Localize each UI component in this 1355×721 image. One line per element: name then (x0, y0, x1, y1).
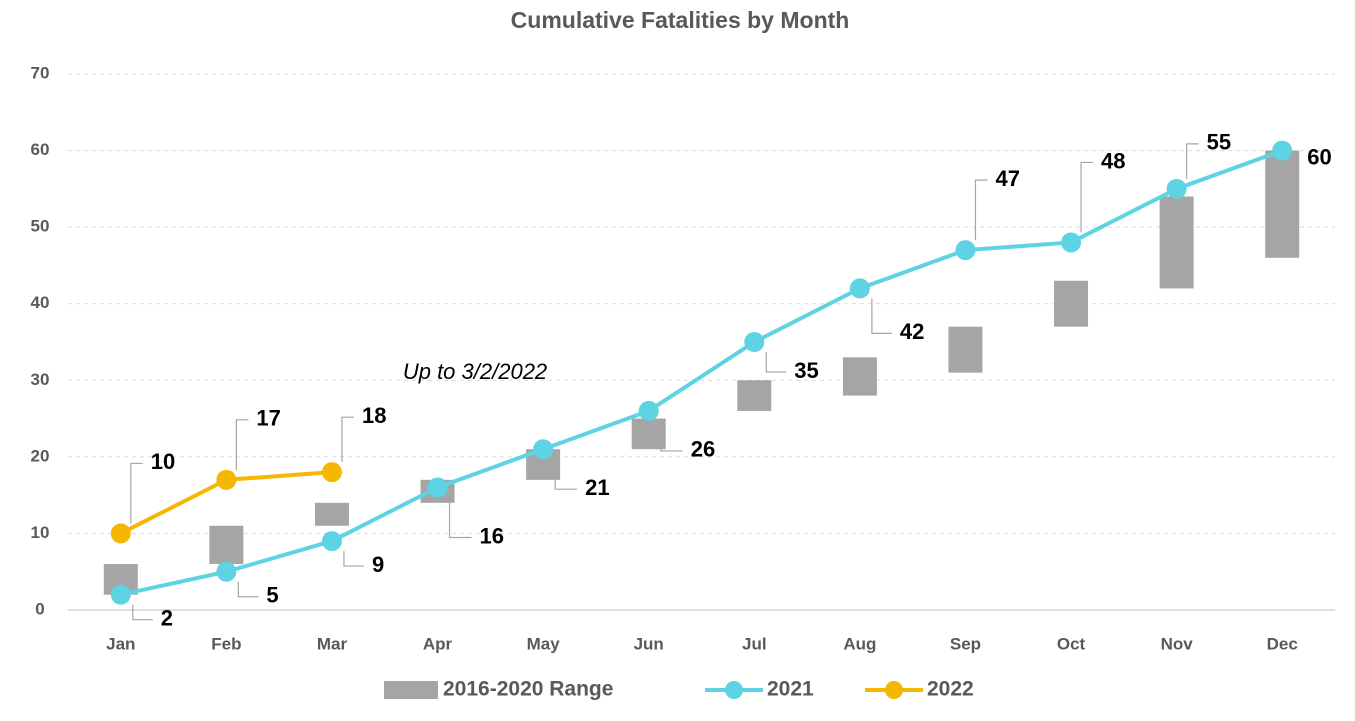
data-label: 5 (266, 583, 278, 608)
legend-label: 2022 (927, 678, 974, 701)
data-label: 2 (161, 605, 173, 630)
x-tick-label: Jun (634, 634, 664, 653)
annotation: Up to 3/2/2022 (403, 359, 547, 384)
leader-line (765, 352, 787, 373)
range-bar (737, 380, 772, 411)
leader-line (343, 551, 364, 567)
x-tick-label: Oct (1057, 634, 1086, 653)
y-tick-label: 60 (31, 140, 50, 159)
range-bar (1054, 280, 1089, 327)
data-label: 60 (1307, 144, 1331, 169)
range-bar (209, 525, 244, 565)
range-bar (631, 418, 666, 450)
leader-line (1080, 161, 1094, 233)
data-point (321, 462, 342, 483)
data-point (533, 439, 554, 460)
data-label: 16 (480, 523, 504, 548)
data-point (1061, 232, 1082, 253)
leader-line (132, 604, 153, 621)
leader-line (341, 416, 354, 463)
range-bar (314, 502, 349, 526)
data-point (1166, 178, 1187, 199)
legend-label: 2021 (767, 678, 814, 701)
data-label: 18 (362, 403, 386, 428)
x-tick-label: Mar (317, 634, 348, 653)
data-point (744, 332, 765, 352)
range-bar (1265, 150, 1300, 258)
data-label: 26 (691, 437, 715, 462)
leader-line (554, 459, 578, 490)
x-tick-label: Jan (106, 634, 135, 653)
data-point (849, 278, 870, 299)
data-label: 48 (1101, 148, 1125, 173)
legend-swatch (384, 681, 438, 699)
x-tick-label: Jul (742, 634, 767, 653)
data-point (216, 561, 237, 582)
x-tick-label: Aug (843, 634, 876, 653)
x-tick-label: Feb (211, 634, 241, 653)
data-point (321, 531, 342, 552)
legend-label: 2016-2020 Range (443, 678, 613, 701)
y-tick-label: 40 (31, 293, 50, 312)
range-bar (948, 326, 983, 373)
leader-line (235, 419, 249, 470)
x-tick-label: Nov (1161, 634, 1194, 653)
leader-line (237, 581, 259, 598)
leader-line (130, 462, 143, 524)
leader-line (660, 420, 683, 452)
data-label: 10 (151, 449, 175, 474)
y-tick-label: 70 (31, 63, 50, 82)
data-point (110, 584, 131, 605)
series-line (120, 148, 1283, 597)
leader-line (448, 497, 472, 539)
data-label: 21 (585, 475, 609, 500)
data-point (1272, 140, 1293, 161)
data-point (638, 400, 659, 421)
data-point (110, 523, 131, 544)
x-tick-label: Apr (423, 634, 453, 653)
leader-line (1186, 143, 1199, 179)
data-label: 17 (256, 406, 280, 431)
data-point (427, 477, 448, 498)
legend-swatch (885, 681, 903, 699)
x-tick-label: Sep (950, 634, 981, 653)
data-label: 42 (900, 319, 924, 344)
leader-line (871, 298, 892, 334)
data-point (955, 240, 976, 261)
data-label: 47 (995, 166, 1019, 191)
data-label: 9 (372, 552, 384, 577)
x-tick-label: May (527, 634, 561, 653)
data-label: 35 (794, 358, 818, 383)
data-label: 55 (1207, 130, 1231, 155)
y-tick-label: 0 (35, 599, 44, 618)
x-tick-label: Dec (1267, 634, 1298, 653)
range-bar (1159, 196, 1194, 289)
range-bar (842, 357, 877, 396)
data-point (216, 469, 237, 490)
y-tick-label: 50 (31, 217, 50, 236)
y-tick-label: 20 (31, 446, 50, 465)
leader-line (974, 179, 988, 241)
legend-swatch (725, 681, 743, 699)
y-tick-label: 10 (31, 523, 50, 542)
chart-title: Cumulative Fatalities by Month (511, 7, 850, 33)
y-tick-label: 30 (31, 370, 50, 389)
